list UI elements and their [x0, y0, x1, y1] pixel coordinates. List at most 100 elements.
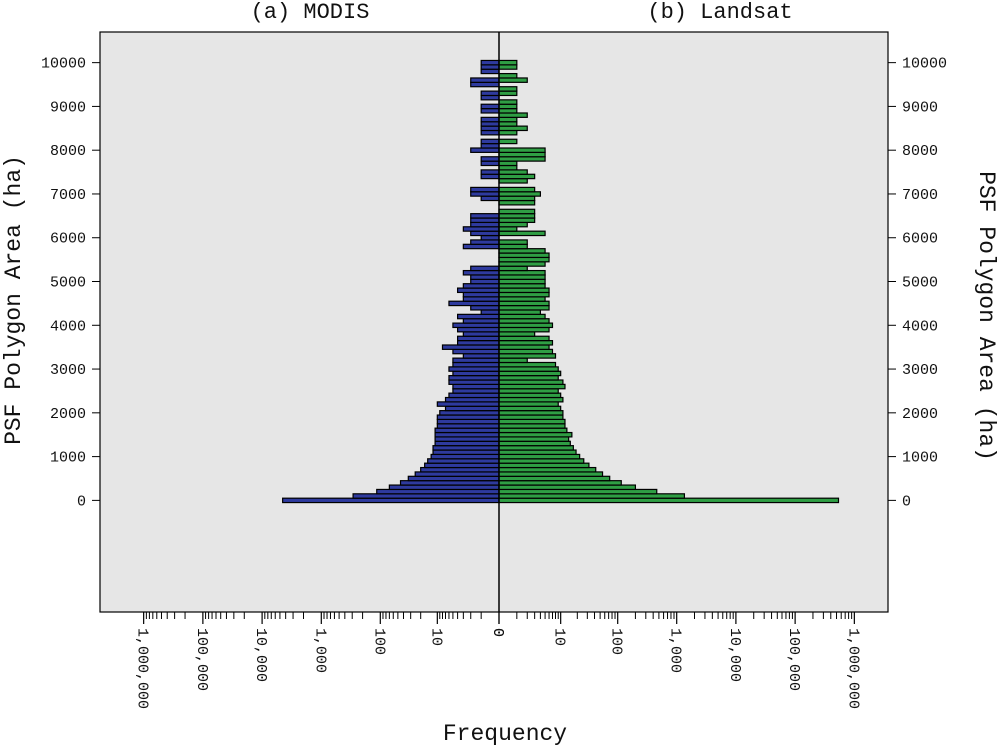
- bar: [498, 423, 566, 429]
- bar: [498, 64, 518, 70]
- bar: [498, 59, 518, 66]
- bar: [498, 169, 528, 175]
- bar: [407, 475, 500, 482]
- x-tick-label: 1,000,000: [844, 628, 861, 709]
- y-tick-label: 8000: [50, 143, 86, 160]
- y-tick-label: 5000: [50, 275, 86, 292]
- bar: [498, 471, 604, 477]
- bar: [457, 326, 500, 333]
- x-tick-label: 100: [608, 628, 625, 655]
- x-tick-label: 100,000: [785, 628, 802, 691]
- y-tick-label: 6000: [50, 231, 86, 248]
- y-tick-label: 4000: [50, 318, 86, 335]
- bar: [436, 401, 500, 407]
- bar: [376, 488, 500, 495]
- bar: [498, 274, 546, 280]
- bar: [462, 318, 500, 324]
- bar: [498, 405, 562, 412]
- x-tick-label: 10,000: [252, 628, 269, 682]
- bar: [498, 436, 570, 442]
- bar: [352, 493, 500, 499]
- bar: [470, 81, 500, 88]
- bar: [480, 195, 500, 202]
- bar: [498, 265, 528, 272]
- bar: [498, 125, 528, 132]
- bar: [480, 160, 500, 167]
- bar: [498, 335, 550, 342]
- bar: [470, 221, 500, 228]
- bar: [498, 304, 550, 311]
- bar: [448, 375, 500, 381]
- bar: [427, 458, 500, 464]
- bar: [480, 156, 500, 162]
- bar: [498, 226, 518, 232]
- bar: [480, 125, 500, 132]
- bar: [420, 466, 500, 473]
- y-tick-label: 3000: [50, 362, 86, 379]
- bar: [414, 471, 500, 477]
- y-tick-label: 7000: [902, 187, 938, 204]
- bar: [498, 90, 518, 97]
- bar: [452, 348, 500, 355]
- bar: [448, 379, 500, 385]
- bar: [498, 147, 546, 153]
- bar: [498, 383, 566, 390]
- bar: [436, 418, 500, 425]
- bar: [498, 160, 518, 167]
- bar: [470, 186, 500, 193]
- bar: [444, 396, 500, 403]
- y-tick-label: 2000: [902, 406, 938, 423]
- bar: [432, 445, 500, 451]
- bar: [498, 252, 550, 259]
- x-tick-label: 100: [370, 628, 387, 655]
- bar: [462, 291, 500, 298]
- bar: [424, 462, 500, 469]
- bar: [498, 129, 518, 136]
- bar: [470, 278, 500, 285]
- bar: [498, 72, 518, 79]
- bar: [498, 361, 557, 368]
- bar: [498, 178, 528, 184]
- bar: [498, 221, 528, 228]
- bar: [436, 414, 500, 420]
- bar: [470, 217, 500, 224]
- bar: [436, 423, 500, 429]
- bar: [432, 449, 500, 456]
- y-axis-label: PSF Polygon Area (ha): [1, 155, 27, 445]
- bar: [498, 466, 597, 473]
- bar: [452, 383, 500, 390]
- bar: [399, 480, 500, 486]
- bar: [470, 230, 500, 237]
- bar: [498, 340, 554, 346]
- bar: [444, 405, 500, 412]
- bar: [498, 300, 550, 307]
- bar: [498, 287, 550, 294]
- bar: [452, 370, 500, 377]
- x-tick-label: 0: [489, 628, 506, 637]
- bar: [498, 121, 518, 127]
- bar: [462, 353, 500, 359]
- bar: [470, 265, 500, 272]
- bar: [480, 108, 500, 114]
- bar: [498, 239, 528, 245]
- bar: [498, 256, 550, 263]
- bar: [498, 318, 550, 324]
- bar: [448, 300, 500, 307]
- bar: [470, 274, 500, 280]
- bar: [480, 90, 500, 97]
- bar: [498, 322, 554, 329]
- bar: [388, 484, 500, 491]
- x-axis-label: Frequency: [443, 721, 567, 747]
- bar: [498, 431, 573, 438]
- bar: [498, 261, 546, 267]
- y-tick-label: 0: [902, 493, 911, 510]
- bar: [498, 418, 566, 425]
- bar: [498, 326, 550, 333]
- bar: [457, 313, 500, 320]
- bar: [498, 199, 536, 206]
- y-tick-label: 5000: [902, 275, 938, 292]
- bar: [470, 147, 500, 153]
- bar: [452, 388, 500, 394]
- bar: [498, 453, 581, 460]
